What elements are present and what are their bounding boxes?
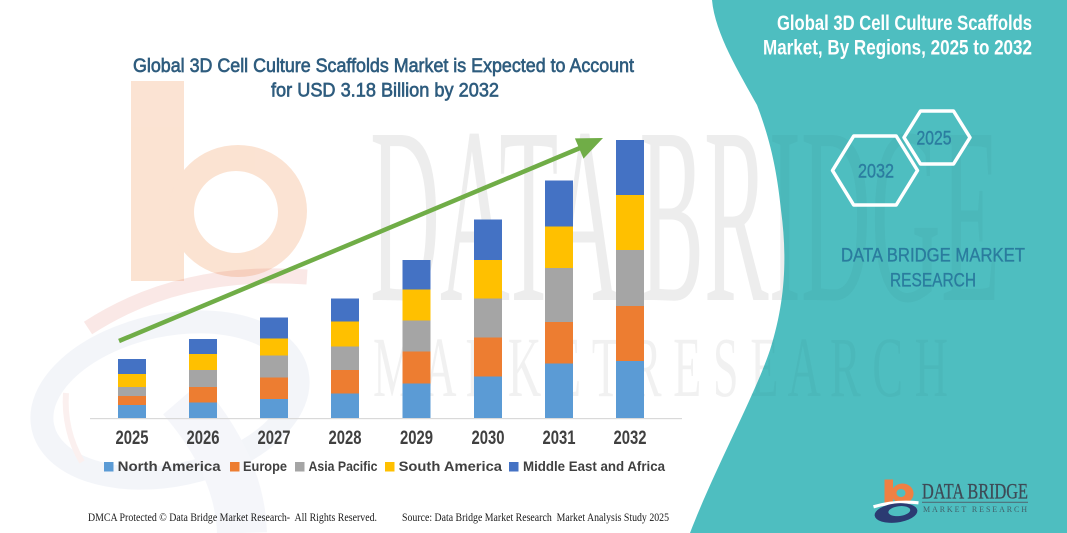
svg-text:DATA BRIDGE: DATA BRIDGE bbox=[922, 479, 1028, 504]
svg-text:2028: 2028 bbox=[329, 427, 362, 449]
svg-text:Global 3D Cell Culture Scaffol: Global 3D Cell Culture Scaffolds bbox=[777, 12, 1032, 35]
svg-text:2030: 2030 bbox=[472, 427, 505, 449]
svg-text:Middle East and Africa: Middle East and Africa bbox=[523, 458, 665, 474]
svg-text:for USD 3.18 Billion by 2032: for USD 3.18 Billion by 2032 bbox=[271, 80, 499, 102]
svg-text:2029: 2029 bbox=[400, 427, 433, 449]
svg-text:Source: Data Bridge Market Res: Source: Data Bridge Market Research Mark… bbox=[402, 512, 669, 524]
svg-text:Global 3D Cell Culture Scaffol: Global 3D Cell Culture Scaffolds Market … bbox=[133, 55, 635, 77]
svg-text:Asia Pacific: Asia Pacific bbox=[309, 458, 378, 474]
svg-text:2031: 2031 bbox=[543, 427, 576, 449]
svg-text:2026: 2026 bbox=[187, 427, 220, 449]
svg-text:2027: 2027 bbox=[258, 427, 291, 449]
svg-text:South America: South America bbox=[399, 458, 503, 474]
svg-text:2025: 2025 bbox=[116, 427, 149, 449]
svg-text:2032: 2032 bbox=[614, 427, 647, 449]
svg-text:North America: North America bbox=[118, 458, 221, 474]
svg-text:2032: 2032 bbox=[858, 161, 894, 183]
svg-text:MARKET RESEARCH: MARKET RESEARCH bbox=[923, 505, 1027, 514]
svg-text:DMCA Protected © Data Bridge M: DMCA Protected © Data Bridge Market Rese… bbox=[88, 512, 377, 524]
svg-text:DATA BRIDGE MARKET: DATA BRIDGE MARKET bbox=[841, 246, 1025, 267]
svg-text:Europe: Europe bbox=[243, 458, 287, 474]
svg-text:Market, By Regions, 2025 to 20: Market, By Regions, 2025 to 2032 bbox=[763, 37, 1032, 60]
svg-text:2025: 2025 bbox=[917, 129, 952, 150]
svg-text:RESEARCH: RESEARCH bbox=[890, 271, 976, 292]
